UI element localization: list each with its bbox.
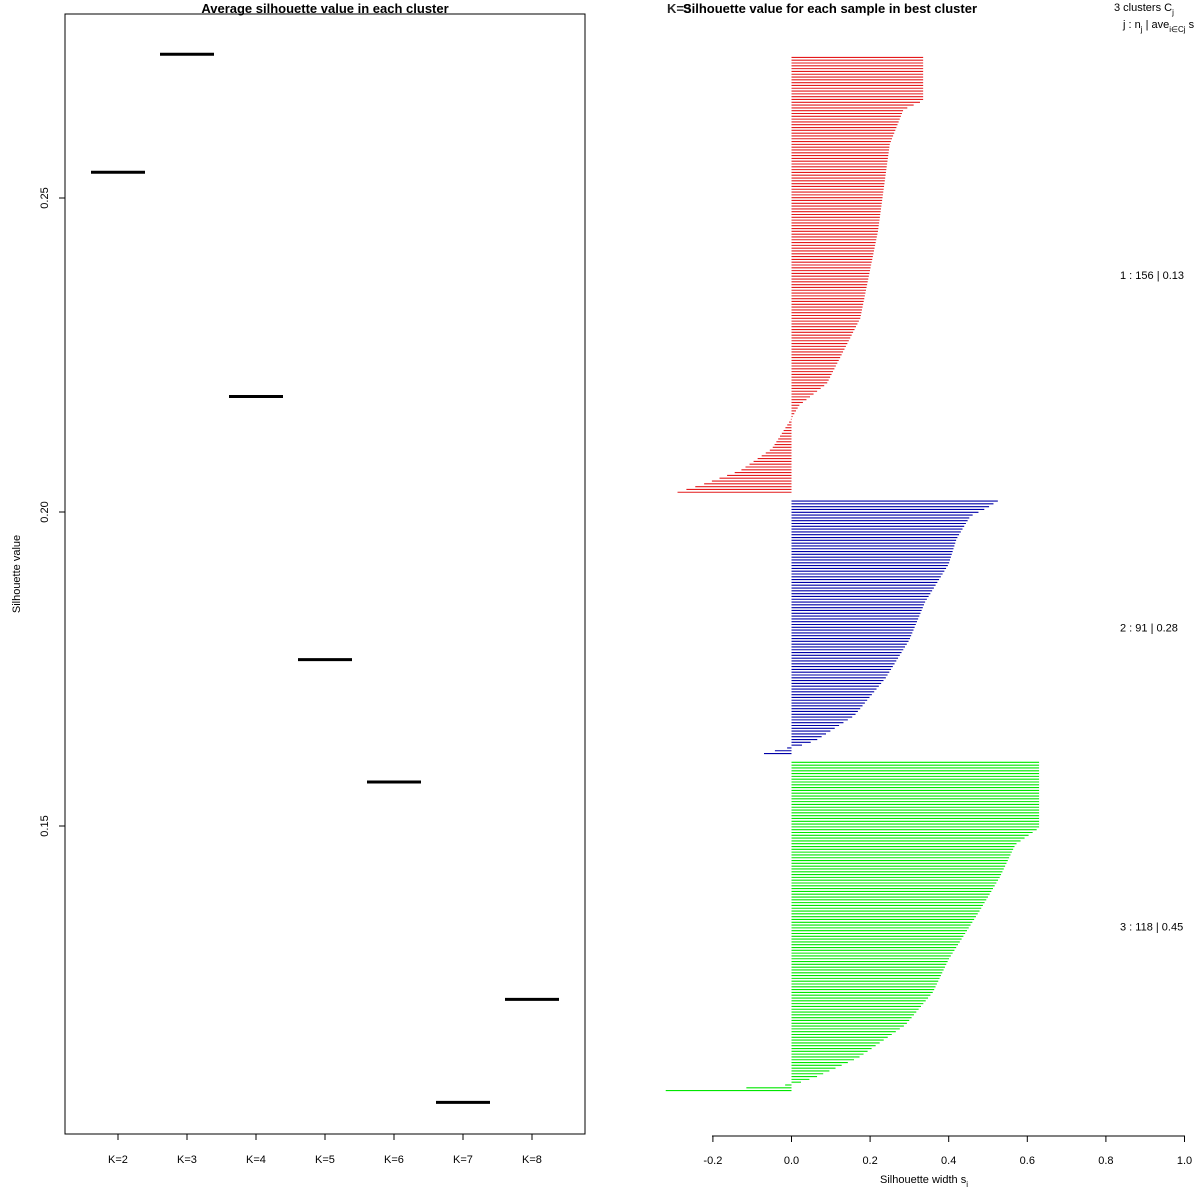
left-y-tick-label: 0.15 — [39, 815, 51, 836]
left-y-ticks: 0.15 0.20 0.25 — [39, 187, 65, 837]
left-x-tick-label: K=8 — [522, 1154, 542, 1166]
cluster-label: 3 : 118 | 0.45 — [1120, 921, 1183, 933]
right-x-axis-label-text: Silhouette width s — [880, 1174, 967, 1186]
right-x-tick-label: 0.0 — [784, 1155, 799, 1167]
left-plot-frame — [64, 13, 586, 1135]
right-x-axis-label: Silhouette width si — [880, 1174, 968, 1189]
right-chart-title: Silhouette value for each sample in best… — [683, 1, 977, 16]
left-x-tick-label: K=5 — [315, 1154, 335, 1166]
right-x-tick-label: 0.6 — [1020, 1155, 1035, 1167]
left-x-tick-label: K=4 — [246, 1154, 266, 1166]
left-x-tick-label: K=6 — [384, 1154, 404, 1166]
right-x-tick-label: 0.8 — [1098, 1155, 1113, 1167]
left-x-tick-label: K=7 — [453, 1154, 473, 1166]
legend-header-line2-sub: j — [1140, 25, 1143, 34]
left-panel: Average silhouette value in each cluster… — [11, 1, 586, 1166]
legend-header-line1: 3 clusters Cj — [1114, 2, 1174, 17]
right-x-tick-label: 0.4 — [941, 1155, 956, 1167]
left-y-tick-label: 0.20 — [39, 501, 51, 522]
left-y-tick-label: 0.25 — [39, 187, 51, 208]
cluster-label: 2 : 91 | 0.28 — [1120, 622, 1178, 634]
left-y-axis-label: Silhouette value — [11, 535, 23, 613]
right-panel: Silhouette value for each sample in best… — [665, 1, 1195, 1189]
cluster-label: 1 : 156 | 0.13 — [1120, 270, 1184, 282]
left-x-tick-label: K=3 — [177, 1154, 197, 1166]
right-x-ticks: -0.2 0.0 0.2 0.4 0.6 0.8 1.0 — [703, 1136, 1192, 1167]
right-cluster-labels: 1 : 156 | 0.13 2 : 91 | 0.28 3 : 118 | 0.4… — [1120, 270, 1184, 934]
legend-header-line2: j : nj | avei∈Cj s — [1122, 19, 1195, 34]
legend-header-line2-end: s — [1186, 19, 1195, 31]
legend-header-line2-text: j : n — [1122, 19, 1141, 31]
right-x-tick-label: -0.2 — [703, 1155, 722, 1167]
right-overlay-title: K=3 — [667, 1, 691, 16]
left-x-tick-label: K=2 — [108, 1154, 128, 1166]
right-x-tick-label: 0.2 — [862, 1155, 877, 1167]
right-x-axis-label-sub: i — [966, 1180, 968, 1189]
left-marks — [91, 52, 559, 1104]
left-x-ticks: K=2 K=3 K=4 K=5 K=6 K=7 K=8 — [108, 1134, 542, 1166]
right-x-tick-label: 1.0 — [1177, 1155, 1192, 1167]
legend-header-line1-sub: j — [1171, 8, 1174, 17]
legend-header-line2-rest: | ave — [1143, 19, 1170, 31]
legend-header-line2-sub2: i∈Cj — [1169, 25, 1186, 34]
right-bars — [665, 56, 1040, 1092]
left-chart-title: Average silhouette value in each cluster — [201, 1, 448, 16]
legend-header-line1-text: 3 clusters C — [1114, 2, 1172, 14]
